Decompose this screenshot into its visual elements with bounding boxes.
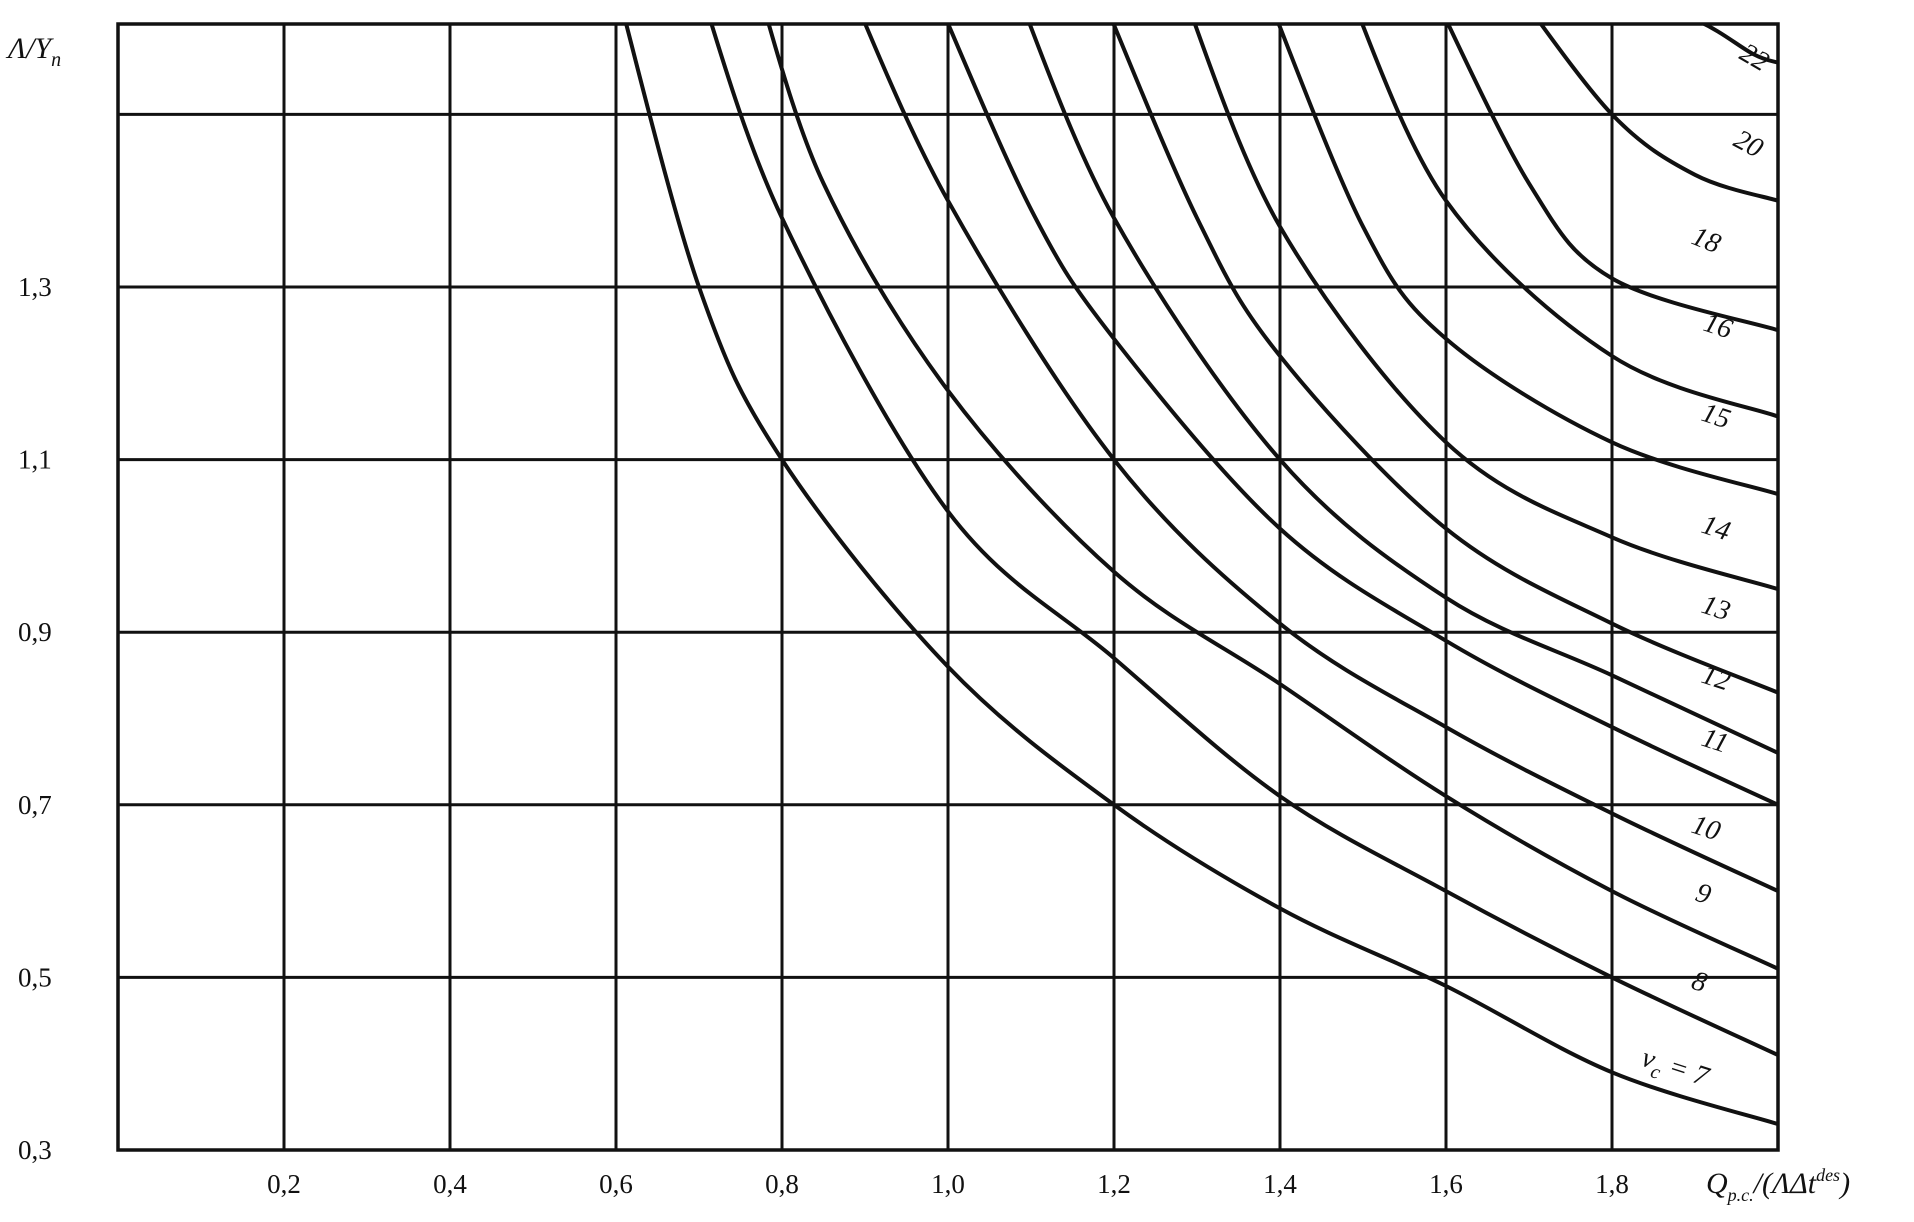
y-tick-label: 1,3 <box>18 272 52 302</box>
curve-label-8: 8 <box>1688 965 1711 999</box>
curve-label-22: 22 <box>1735 37 1775 78</box>
curve-15 <box>1276 24 1778 497</box>
curve-8 <box>709 24 1778 1058</box>
curve-20 <box>1538 24 1778 203</box>
curve-vc7 <box>624 24 1778 1127</box>
y-tick-label: 0,7 <box>18 790 52 820</box>
curve-label-9: 9 <box>1692 877 1715 911</box>
x-tick-label: 1,8 <box>1595 1169 1629 1199</box>
x-tick-label: 0,8 <box>765 1169 799 1199</box>
x-tick-label: 0,4 <box>433 1169 467 1199</box>
tick-labels: 0,2 0,4 0,6 0,8 1,0 1,2 1,4 1,6 1,8 0,3 0,5 0,7 0,9 1… <box>18 272 1629 1199</box>
grid-lines <box>116 22 1780 1152</box>
y-tick-label: 1,1 <box>18 445 52 475</box>
curve-label-20: 20 <box>1729 124 1768 165</box>
x-tick-label: 0,2 <box>267 1169 301 1199</box>
curve-11 <box>946 24 1778 807</box>
curve-18 <box>1445 24 1778 333</box>
curves <box>624 24 1778 1127</box>
x-tick-label: 1,6 <box>1429 1169 1463 1199</box>
curve-16 <box>1360 24 1778 419</box>
x-tick-label: 1,0 <box>931 1169 965 1199</box>
x-axis-label: Qp.c./(ΛΔtdes) <box>1706 1165 1850 1205</box>
curve-10 <box>863 24 1778 894</box>
curve-12 <box>1027 24 1778 755</box>
curve-label-13: 13 <box>1698 589 1734 627</box>
axis-labels: Λ/Yn Qp.c./(ΛΔtdes) <box>5 32 1850 1205</box>
x-tick-label: 1,2 <box>1097 1169 1131 1199</box>
x-tick-label: 0,6 <box>599 1169 633 1199</box>
y-tick-label: 0,9 <box>18 617 52 647</box>
curve-label-10: 10 <box>1688 809 1724 847</box>
curve-13 <box>1111 24 1778 695</box>
curve-9 <box>766 24 1778 971</box>
curve-label-11: 11 <box>1698 722 1732 759</box>
curve-label-18: 18 <box>1687 221 1725 260</box>
x-tick-label: 1,4 <box>1263 1169 1297 1199</box>
curve-14 <box>1192 24 1778 592</box>
curve-label-vc7: vc = 7 <box>1636 1042 1713 1099</box>
y-tick-label: 0,3 <box>18 1135 52 1165</box>
curve-label-14: 14 <box>1698 509 1734 547</box>
y-axis-label: Λ/Yn <box>5 32 61 71</box>
curve-22 <box>1699 24 1778 65</box>
y-tick-label: 0,5 <box>18 962 52 992</box>
